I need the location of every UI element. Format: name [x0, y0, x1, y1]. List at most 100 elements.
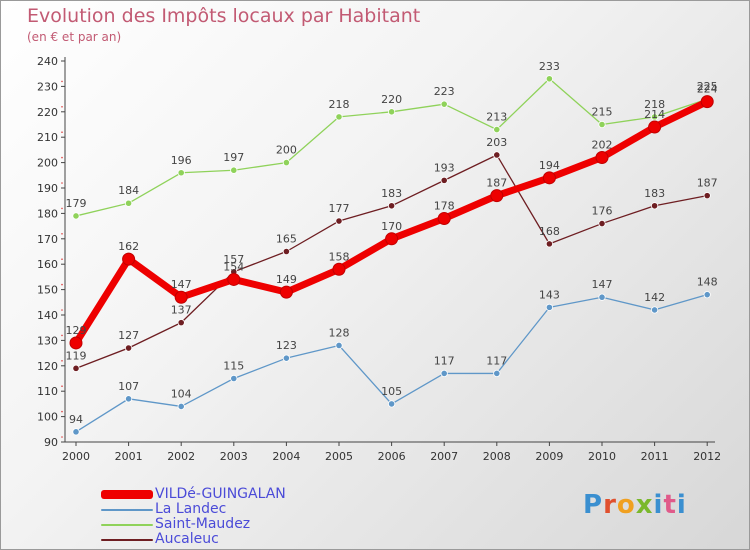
data-point [493, 151, 501, 159]
y-minor-tick [61, 156, 63, 159]
x-tick-label: 2005 [325, 450, 353, 463]
y-minor-tick [61, 80, 63, 83]
legend-item: VILDé-GUINGALAN [101, 487, 286, 502]
y-tick-label: 150 [37, 284, 58, 297]
y-minor-tick [61, 334, 63, 337]
data-label: 137 [171, 304, 192, 317]
x-tick-label: 2007 [430, 450, 458, 463]
y-minor-tick [61, 182, 63, 184]
data-point [174, 290, 188, 304]
data-label: 218 [644, 98, 665, 111]
y-minor-tick [61, 436, 63, 438]
data-point [648, 120, 662, 134]
data-point [72, 364, 80, 372]
data-label: 183 [381, 187, 402, 200]
chart-subtitle: (en € et par an) [27, 30, 122, 44]
legend-swatch [101, 508, 153, 511]
x-tick-label: 2002 [167, 450, 195, 463]
y-tick-label: 230 [37, 80, 58, 93]
data-point [122, 252, 136, 266]
legend-label: La Landec [155, 501, 227, 517]
y-minor-tick [61, 410, 63, 413]
data-label: 179 [66, 197, 87, 210]
data-point [72, 428, 80, 436]
data-point [703, 291, 711, 299]
legend: VILDé-GUINGALAN La Landec Saint-Maudez Auca… [101, 487, 286, 547]
data-label: 193 [434, 161, 455, 174]
legend-item: La Landec [101, 502, 286, 517]
y-minor-tick [61, 207, 63, 210]
data-point [385, 232, 399, 246]
data-label: 213 [486, 111, 507, 124]
chart-title: Evolution des Impôts locaux par Habitant [27, 5, 421, 27]
y-tick-label: 220 [37, 106, 58, 119]
data-point [230, 166, 238, 174]
y-minor-tick [61, 385, 63, 388]
y-tick-label: 160 [37, 258, 58, 271]
data-point [335, 113, 343, 121]
legend-label: VILDé-GUINGALAN [155, 486, 286, 502]
data-point [335, 217, 343, 225]
data-point [493, 125, 501, 134]
y-tick-label: 140 [37, 309, 58, 322]
data-point [282, 354, 290, 362]
data-label: 200 [276, 144, 297, 157]
data-label: 223 [434, 85, 455, 98]
data-point [703, 192, 711, 200]
data-label: 105 [381, 385, 402, 398]
x-tick-label: 2008 [483, 450, 511, 463]
data-point [230, 374, 238, 383]
y-tick-label: 210 [37, 131, 58, 144]
legend-swatch [101, 490, 153, 499]
data-point [69, 336, 83, 350]
y-tick-label: 100 [37, 411, 58, 424]
legend-item: Aucaleuc [101, 532, 286, 547]
data-label: 214 [644, 108, 665, 121]
data-label: 196 [171, 154, 192, 167]
legend-item: Saint-Maudez [101, 517, 286, 532]
data-point [387, 202, 396, 210]
data-point [387, 400, 396, 408]
data-label: 129 [66, 324, 87, 337]
x-tick-label: 2001 [115, 450, 143, 463]
data-label: 143 [539, 288, 560, 301]
data-point [595, 151, 609, 165]
data-point [177, 169, 185, 177]
data-label: 184 [118, 184, 139, 197]
data-label: 197 [223, 151, 244, 164]
data-label: 194 [539, 159, 560, 172]
x-tick-label: 2006 [378, 450, 406, 463]
data-point [332, 262, 346, 276]
x-tick-label: 2012 [693, 450, 721, 463]
data-point [125, 344, 133, 352]
y-tick-label: 90 [44, 436, 58, 449]
legend-label: Aucaleuc [155, 531, 219, 547]
y-tick-label: 170 [37, 233, 58, 246]
data-label: 147 [171, 278, 192, 291]
data-label: 224 [697, 83, 718, 96]
data-label: 104 [171, 387, 192, 400]
data-point [440, 100, 448, 108]
data-point [650, 113, 659, 121]
data-label: 117 [486, 354, 507, 367]
data-label: 202 [592, 139, 613, 152]
data-point [387, 108, 396, 116]
y-minor-tick [61, 283, 63, 286]
legend-swatch [101, 523, 153, 526]
data-point [282, 159, 290, 167]
data-label: 187 [486, 177, 507, 190]
data-point [700, 95, 714, 109]
data-point [493, 369, 501, 378]
x-tick-label: 2010 [588, 450, 616, 463]
data-point [282, 247, 290, 256]
data-label: 149 [276, 273, 297, 286]
data-point [177, 319, 185, 327]
data-label: 158 [329, 250, 350, 263]
data-label: 154 [223, 260, 244, 273]
legend-swatch [101, 538, 153, 541]
data-label: 176 [592, 205, 613, 218]
proxiti-logo: Proxiti [583, 490, 687, 520]
y-minor-tick [61, 258, 63, 261]
